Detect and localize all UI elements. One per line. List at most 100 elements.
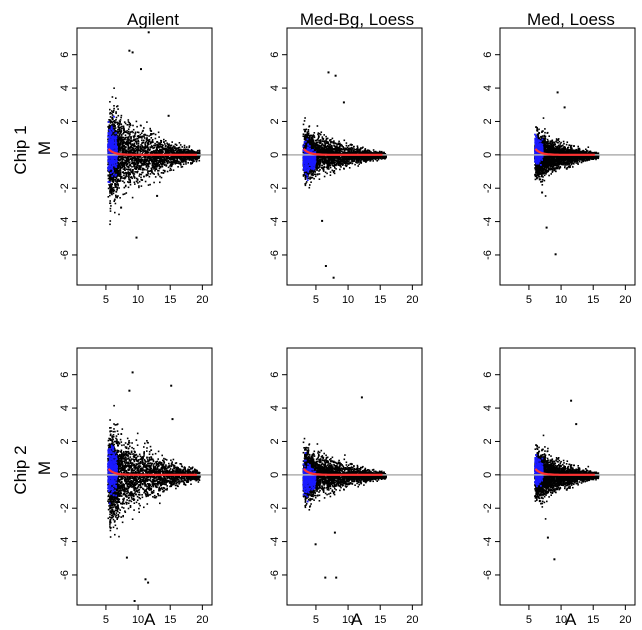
outlier-point <box>547 537 549 539</box>
y-tick-label: 4 <box>59 85 71 91</box>
outlier-point <box>128 390 130 392</box>
outlier-point <box>172 418 174 420</box>
outlier-point <box>335 577 337 579</box>
y-tick-label: 4 <box>269 85 281 91</box>
y-tick-label: 0 <box>59 152 71 158</box>
x-tick-label: 15 <box>164 614 176 626</box>
y-tick-label: 2 <box>269 118 281 124</box>
outlier-point <box>557 91 559 93</box>
y-tick-label: 6 <box>59 372 71 378</box>
y-tick-label: 2 <box>59 118 71 124</box>
y-tick-label: 4 <box>482 85 494 91</box>
outlier-point <box>120 207 122 209</box>
y-tick-label: 2 <box>59 438 71 444</box>
x-tick-label: 15 <box>587 614 599 626</box>
x-tick-label: 10 <box>342 294 354 306</box>
y-tick-label: 0 <box>269 152 281 158</box>
x-tick-label: 20 <box>406 294 418 306</box>
outlier-point <box>145 578 147 580</box>
y-tick-label: 6 <box>482 372 494 378</box>
y-tick-label: -2 <box>482 503 494 513</box>
point-cloud <box>107 405 201 538</box>
y-tick-label: -2 <box>59 503 71 513</box>
point-cloud <box>107 87 200 225</box>
y-tick-label: -4 <box>269 217 281 227</box>
outlier-point <box>328 71 330 73</box>
outlier-point <box>564 106 566 108</box>
x-tick-label: 10 <box>132 294 144 306</box>
x-tick-label: 20 <box>619 294 631 306</box>
y-tick-label: -4 <box>59 217 71 227</box>
outlier-point <box>553 558 555 560</box>
outlier-point <box>343 101 345 103</box>
x-tick-label: 15 <box>374 294 386 306</box>
y-tick-label: 2 <box>482 118 494 124</box>
y-tick-label: -6 <box>482 570 494 580</box>
outlier-point <box>126 557 128 559</box>
y-tick-label: 0 <box>482 152 494 158</box>
x-tick-label: 5 <box>313 614 319 626</box>
outlier-point <box>334 532 336 534</box>
x-tick-label: 5 <box>103 294 109 306</box>
y-tick-label: -2 <box>59 183 71 193</box>
y-tick-label: 0 <box>482 472 494 478</box>
outlier-point <box>324 577 326 579</box>
outlier-point <box>148 31 150 33</box>
y-tick-label: -4 <box>482 217 494 227</box>
y-tick-label: -2 <box>269 503 281 513</box>
outlier-point <box>134 600 136 602</box>
y-tick-label: 0 <box>269 472 281 478</box>
y-tick-label: 6 <box>59 52 71 58</box>
y-tick-label: 4 <box>59 405 71 411</box>
y-tick-label: 6 <box>482 52 494 58</box>
outlier-point <box>170 385 172 387</box>
x-tick-label: 10 <box>555 614 567 626</box>
outlier-point <box>575 423 577 425</box>
y-tick-label: -6 <box>269 570 281 580</box>
x-tick-label: 20 <box>196 294 208 306</box>
y-tick-label: 4 <box>269 405 281 411</box>
outlier-point <box>335 75 337 77</box>
outlier-point <box>132 371 134 373</box>
outlier-point <box>546 227 548 229</box>
y-tick-label: -2 <box>269 183 281 193</box>
x-tick-label: 10 <box>132 614 144 626</box>
outlier-point <box>325 265 327 267</box>
y-tick-label: 2 <box>482 438 494 444</box>
point-cloud <box>534 435 599 520</box>
point-cloud <box>534 117 599 197</box>
outlier-point <box>555 253 557 255</box>
outlier-point <box>333 277 335 279</box>
x-tick-label: 20 <box>619 614 631 626</box>
x-tick-label: 5 <box>103 614 109 626</box>
panel-1: 5 10 15 20 -6 -4 -2 0 2 4 6 <box>59 28 212 306</box>
y-tick-label: 4 <box>482 405 494 411</box>
outlier-point <box>321 220 323 222</box>
y-tick-label: -4 <box>269 537 281 547</box>
outlier-point <box>361 396 363 398</box>
y-tick-label: -6 <box>59 250 71 260</box>
y-tick-label: -6 <box>269 250 281 260</box>
y-tick-label: 2 <box>269 438 281 444</box>
outlier-point <box>147 582 149 584</box>
x-tick-label: 15 <box>374 614 386 626</box>
y-tick-label: -6 <box>482 250 494 260</box>
y-tick-label: -4 <box>482 537 494 547</box>
panel-2: 5 10 15 20 -6 -4 -2 0 2 4 6 <box>269 28 422 306</box>
x-tick-label: 15 <box>587 294 599 306</box>
outlier-point <box>140 68 142 70</box>
outlier-point <box>132 51 134 53</box>
outlier-point <box>570 400 572 402</box>
y-tick-label: -6 <box>59 570 71 580</box>
y-tick-label: 6 <box>269 52 281 58</box>
y-tick-label: 0 <box>59 472 71 478</box>
x-tick-label: 5 <box>526 294 532 306</box>
x-tick-label: 5 <box>313 294 319 306</box>
x-tick-label: 15 <box>164 294 176 306</box>
